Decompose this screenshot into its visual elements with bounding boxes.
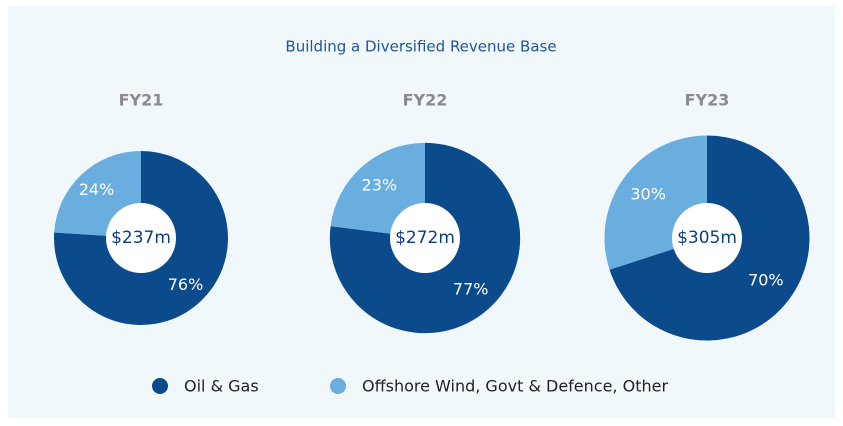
slice-label: 30%	[630, 185, 666, 204]
slice-label: 77%	[453, 279, 489, 298]
donut-hole	[390, 203, 460, 273]
total-label: $305m	[677, 228, 737, 248]
slice-label: 23%	[362, 176, 398, 195]
slice-label: 70%	[748, 270, 784, 289]
pie-title: FY22	[403, 91, 448, 110]
donut-hole	[672, 203, 742, 273]
legend-label: Offshore Wind, Govt & Defence, Other	[362, 377, 668, 396]
legend-swatch	[330, 378, 346, 394]
legend-swatch	[152, 378, 168, 394]
total-label: $272m	[395, 228, 455, 248]
total-label: $237m	[111, 228, 171, 248]
slice-label: 24%	[79, 180, 115, 199]
pie-title: FY21	[119, 91, 164, 110]
donut-hole	[106, 203, 176, 273]
slice-label: 76%	[168, 275, 204, 294]
chart-title: Building a Diversified Revenue Base	[285, 38, 556, 56]
legend-label: Oil & Gas	[184, 377, 259, 396]
pie-title: FY23	[685, 91, 730, 110]
